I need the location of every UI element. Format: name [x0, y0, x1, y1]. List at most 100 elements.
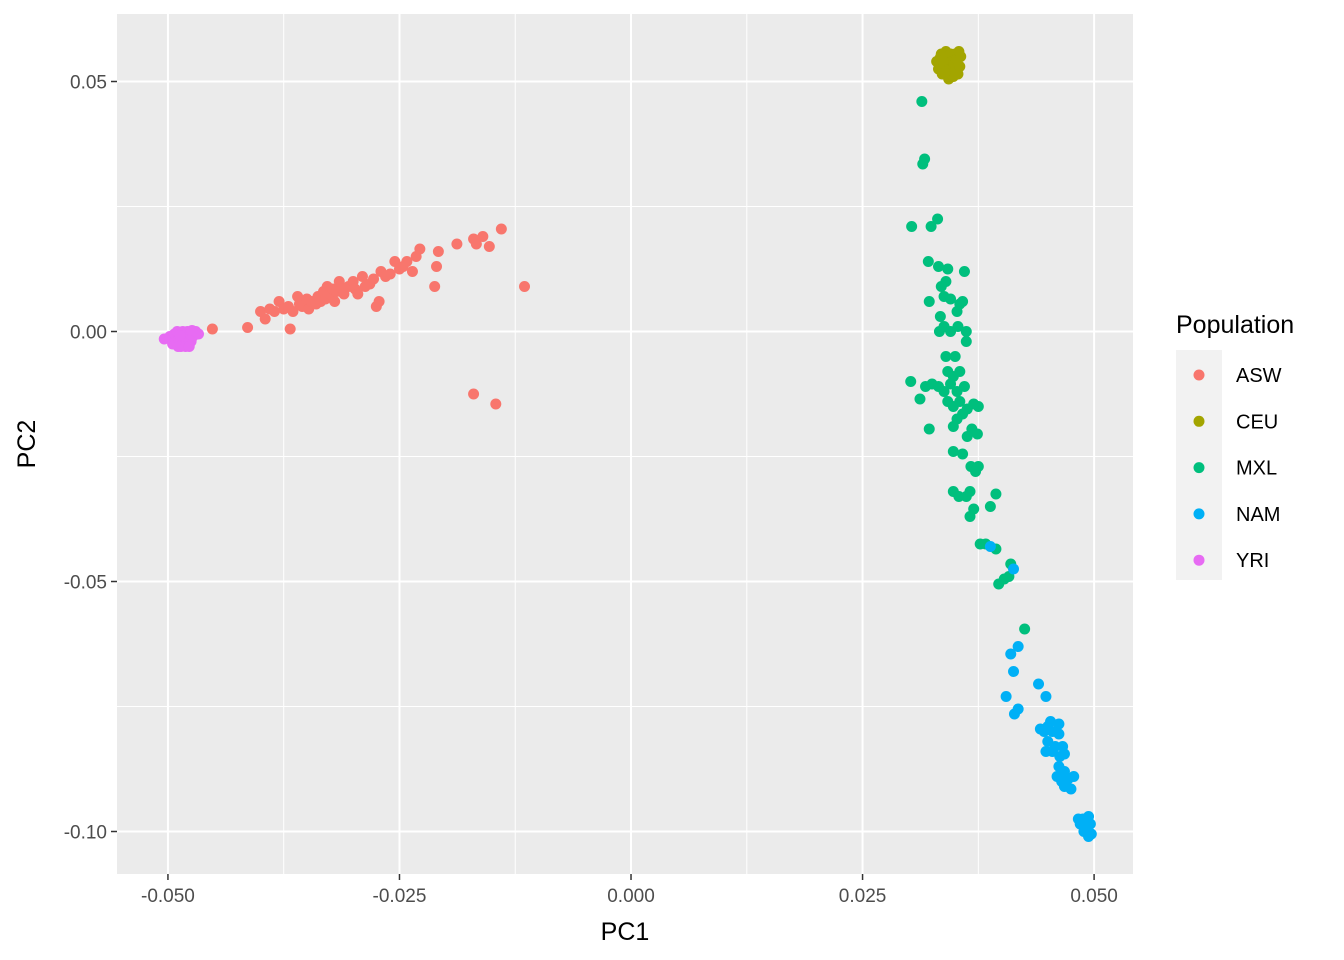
data-point	[972, 401, 984, 412]
data-point	[958, 266, 970, 277]
data-point	[984, 501, 996, 512]
series-yri	[158, 325, 205, 352]
data-point	[923, 296, 935, 307]
data-point	[954, 61, 966, 72]
series-nam	[984, 541, 1097, 842]
data-point	[183, 341, 195, 352]
data-point	[490, 398, 502, 410]
data-point	[942, 263, 954, 275]
data-points	[158, 46, 1097, 842]
data-point	[934, 311, 946, 322]
data-point	[947, 421, 959, 432]
data-point	[961, 431, 973, 442]
data-point	[451, 238, 463, 250]
data-point	[1008, 563, 1020, 575]
legend-label: YRI	[1236, 550, 1269, 572]
data-point	[406, 266, 418, 277]
data-point	[954, 396, 966, 407]
legend-items: ASW CEU MXL NAM YRI	[1193, 365, 1282, 572]
legend-key-nam	[1193, 508, 1205, 520]
data-point	[964, 511, 976, 522]
legend-label: MXL	[1236, 458, 1277, 480]
legend: Population ASW CEU MXL NAM YRI	[1176, 311, 1294, 580]
data-point	[938, 386, 950, 397]
x-tick-label: -0.050	[141, 886, 195, 907]
data-point	[1053, 718, 1065, 730]
data-point	[1084, 818, 1096, 830]
data-point	[1012, 641, 1024, 652]
data-point	[960, 336, 972, 347]
data-point	[957, 448, 969, 460]
data-point	[925, 221, 937, 232]
x-axis: -0.050 -0.025 0.000 0.025 0.050	[141, 874, 1118, 907]
series-ceu	[931, 46, 967, 85]
legend-label: CEU	[1236, 411, 1278, 433]
x-axis-title: PC1	[601, 918, 650, 946]
legend-label: ASW	[1236, 365, 1282, 387]
data-point	[916, 96, 928, 107]
data-point	[259, 313, 271, 325]
legend-key-mxl	[1193, 462, 1205, 474]
data-point	[960, 326, 972, 337]
data-point	[957, 296, 969, 307]
x-tick-label: 0.025	[839, 886, 887, 907]
data-point	[483, 241, 495, 252]
legend-key-asw	[1193, 369, 1205, 381]
data-point	[414, 243, 426, 255]
data-point	[1019, 623, 1031, 635]
data-point	[206, 323, 218, 335]
legend-label: NAM	[1236, 504, 1280, 526]
data-point	[971, 428, 983, 440]
data-point	[922, 256, 934, 267]
y-tick-label: 0.05	[70, 73, 107, 94]
data-point	[429, 281, 441, 292]
data-point	[1058, 748, 1070, 760]
data-point	[329, 296, 341, 307]
data-point	[990, 488, 1002, 500]
data-point	[964, 486, 976, 497]
data-point	[384, 268, 396, 280]
data-point	[368, 273, 380, 285]
data-point	[1068, 771, 1080, 782]
data-point	[1040, 691, 1052, 702]
data-point	[519, 281, 531, 292]
data-point	[1008, 666, 1020, 677]
data-point	[1000, 691, 1012, 702]
legend-key-ceu	[1193, 415, 1205, 427]
data-point	[906, 221, 918, 232]
data-point	[952, 321, 964, 332]
series-asw	[206, 223, 531, 410]
minor-gridlines	[117, 14, 1133, 874]
data-point	[401, 256, 413, 267]
data-point	[174, 330, 186, 341]
data-point	[947, 446, 959, 457]
data-point	[905, 376, 917, 387]
data-point	[984, 541, 996, 552]
data-point	[1085, 828, 1097, 840]
data-point	[970, 466, 982, 477]
data-point	[477, 231, 489, 242]
data-point	[242, 322, 254, 333]
data-point	[356, 271, 368, 282]
x-tick-label: -0.025	[373, 886, 427, 907]
data-point	[923, 423, 935, 435]
data-point	[287, 306, 299, 317]
plot-panel	[117, 14, 1133, 874]
data-point	[951, 306, 963, 317]
data-point	[1005, 648, 1017, 660]
y-axis: -0.10 -0.05 0.00 0.05	[64, 73, 117, 844]
y-tick-label: -0.10	[64, 823, 107, 844]
data-point	[186, 325, 198, 336]
data-point	[914, 393, 926, 405]
data-point	[993, 578, 1005, 590]
data-point	[932, 213, 944, 225]
data-point	[939, 67, 951, 78]
data-point	[954, 366, 966, 377]
x-tick-label: 0.050	[1070, 886, 1118, 907]
data-point	[1038, 726, 1050, 737]
data-point	[495, 223, 507, 235]
y-tick-label: 0.00	[70, 323, 107, 344]
data-point	[958, 381, 970, 392]
data-point	[933, 261, 945, 272]
data-point	[1033, 678, 1045, 690]
